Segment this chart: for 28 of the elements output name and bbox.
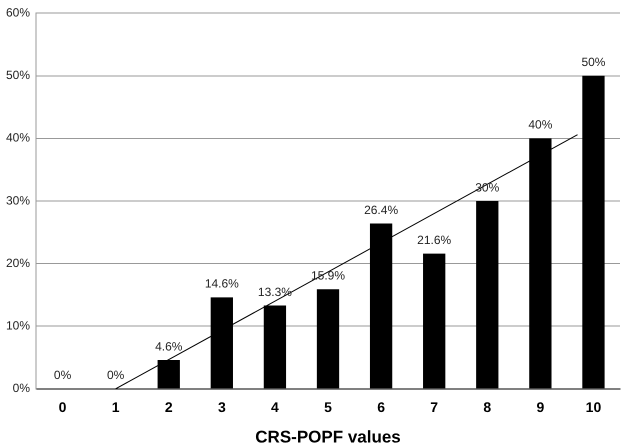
x-tick-label: 7 bbox=[430, 399, 438, 416]
data-label: 21.6% bbox=[417, 232, 452, 247]
x-tick-label: 2 bbox=[164, 399, 173, 416]
y-tick-label: 10% bbox=[6, 318, 30, 333]
data-label: 14.6% bbox=[204, 276, 240, 291]
data-label: 0% bbox=[106, 368, 125, 382]
data-label: 40% bbox=[528, 118, 553, 132]
x-tick-label: 6 bbox=[377, 399, 386, 416]
x-tick-label: 9 bbox=[536, 399, 544, 416]
y-tick-label: 30% bbox=[6, 193, 30, 208]
x-tick-label: 4 bbox=[271, 399, 280, 416]
data-label: 4.6% bbox=[155, 339, 183, 354]
y-tick-label: 0% bbox=[12, 381, 30, 396]
x-tick-label: 3 bbox=[218, 399, 226, 416]
data-label: 26.4% bbox=[364, 202, 398, 217]
y-tick-label: 40% bbox=[6, 130, 30, 145]
x-tick-label: 0 bbox=[58, 399, 67, 416]
x-tick-label: 5 bbox=[324, 399, 332, 416]
y-tick-label: 50% bbox=[6, 68, 30, 82]
x-tick-label: 8 bbox=[483, 399, 492, 416]
y-tick-label: 20% bbox=[6, 256, 30, 270]
x-axis-title: CRS-POPF values bbox=[255, 427, 401, 446]
x-tick-label: 10 bbox=[586, 399, 602, 416]
y-tick-label: 60% bbox=[6, 6, 30, 20]
x-tick-label: 1 bbox=[112, 399, 120, 416]
data-label: 0% bbox=[54, 368, 72, 382]
data-label: 13.3% bbox=[258, 284, 292, 299]
data-label: 50% bbox=[581, 55, 606, 70]
